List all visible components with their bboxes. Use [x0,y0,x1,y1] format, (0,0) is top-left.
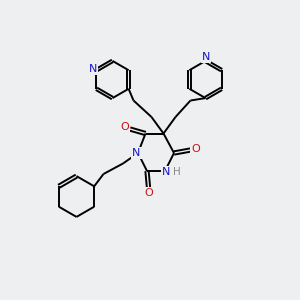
Text: N: N [89,64,98,74]
Text: N: N [132,148,141,158]
Text: O: O [191,144,200,154]
Text: O: O [121,122,130,133]
Text: O: O [145,188,154,198]
Text: H: H [172,167,180,177]
Text: N: N [161,167,170,177]
Text: N: N [202,52,210,62]
